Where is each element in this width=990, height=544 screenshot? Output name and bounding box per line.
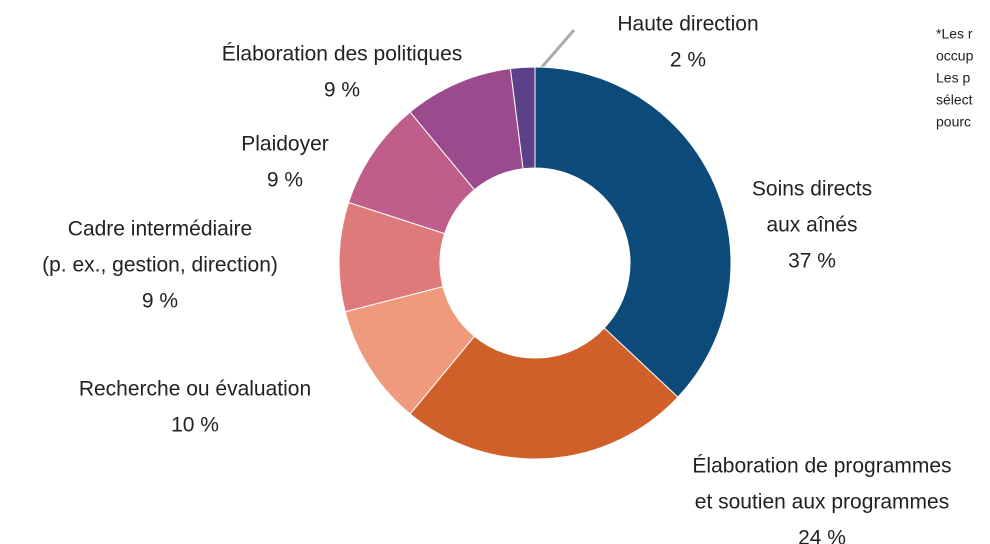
value-label: 9 % bbox=[142, 290, 178, 313]
category-label: Recherche ou évaluation bbox=[79, 378, 311, 401]
note-line: Les p bbox=[936, 70, 970, 86]
slice bbox=[534, 66, 732, 398]
note-line: sélect bbox=[936, 92, 973, 108]
category-label: aux aînés bbox=[766, 214, 857, 237]
category-label: Cadre intermédiaire bbox=[68, 218, 252, 241]
category-label: et soutien aux programmes bbox=[695, 491, 949, 514]
category-label: Haute direction bbox=[617, 13, 758, 36]
note-line: *Les r bbox=[936, 26, 973, 42]
slice bbox=[509, 66, 536, 170]
note-line: occup bbox=[936, 48, 974, 64]
note-line: pourc bbox=[936, 114, 971, 130]
value-label: 37 % bbox=[788, 250, 836, 273]
category-label: Élaboration des politiques bbox=[222, 43, 463, 66]
slice bbox=[409, 327, 679, 460]
value-label: 24 % bbox=[798, 527, 846, 544]
category-label: Élaboration de programmes bbox=[692, 455, 951, 478]
category-label: Plaidoyer bbox=[241, 133, 329, 156]
value-label: 2 % bbox=[670, 49, 706, 72]
category-label: Soins directs bbox=[752, 178, 872, 201]
value-label: 9 % bbox=[267, 169, 303, 192]
value-label: 10 % bbox=[171, 414, 219, 437]
category-label: (p. ex., gestion, direction) bbox=[42, 254, 278, 277]
value-label: 9 % bbox=[324, 79, 360, 102]
